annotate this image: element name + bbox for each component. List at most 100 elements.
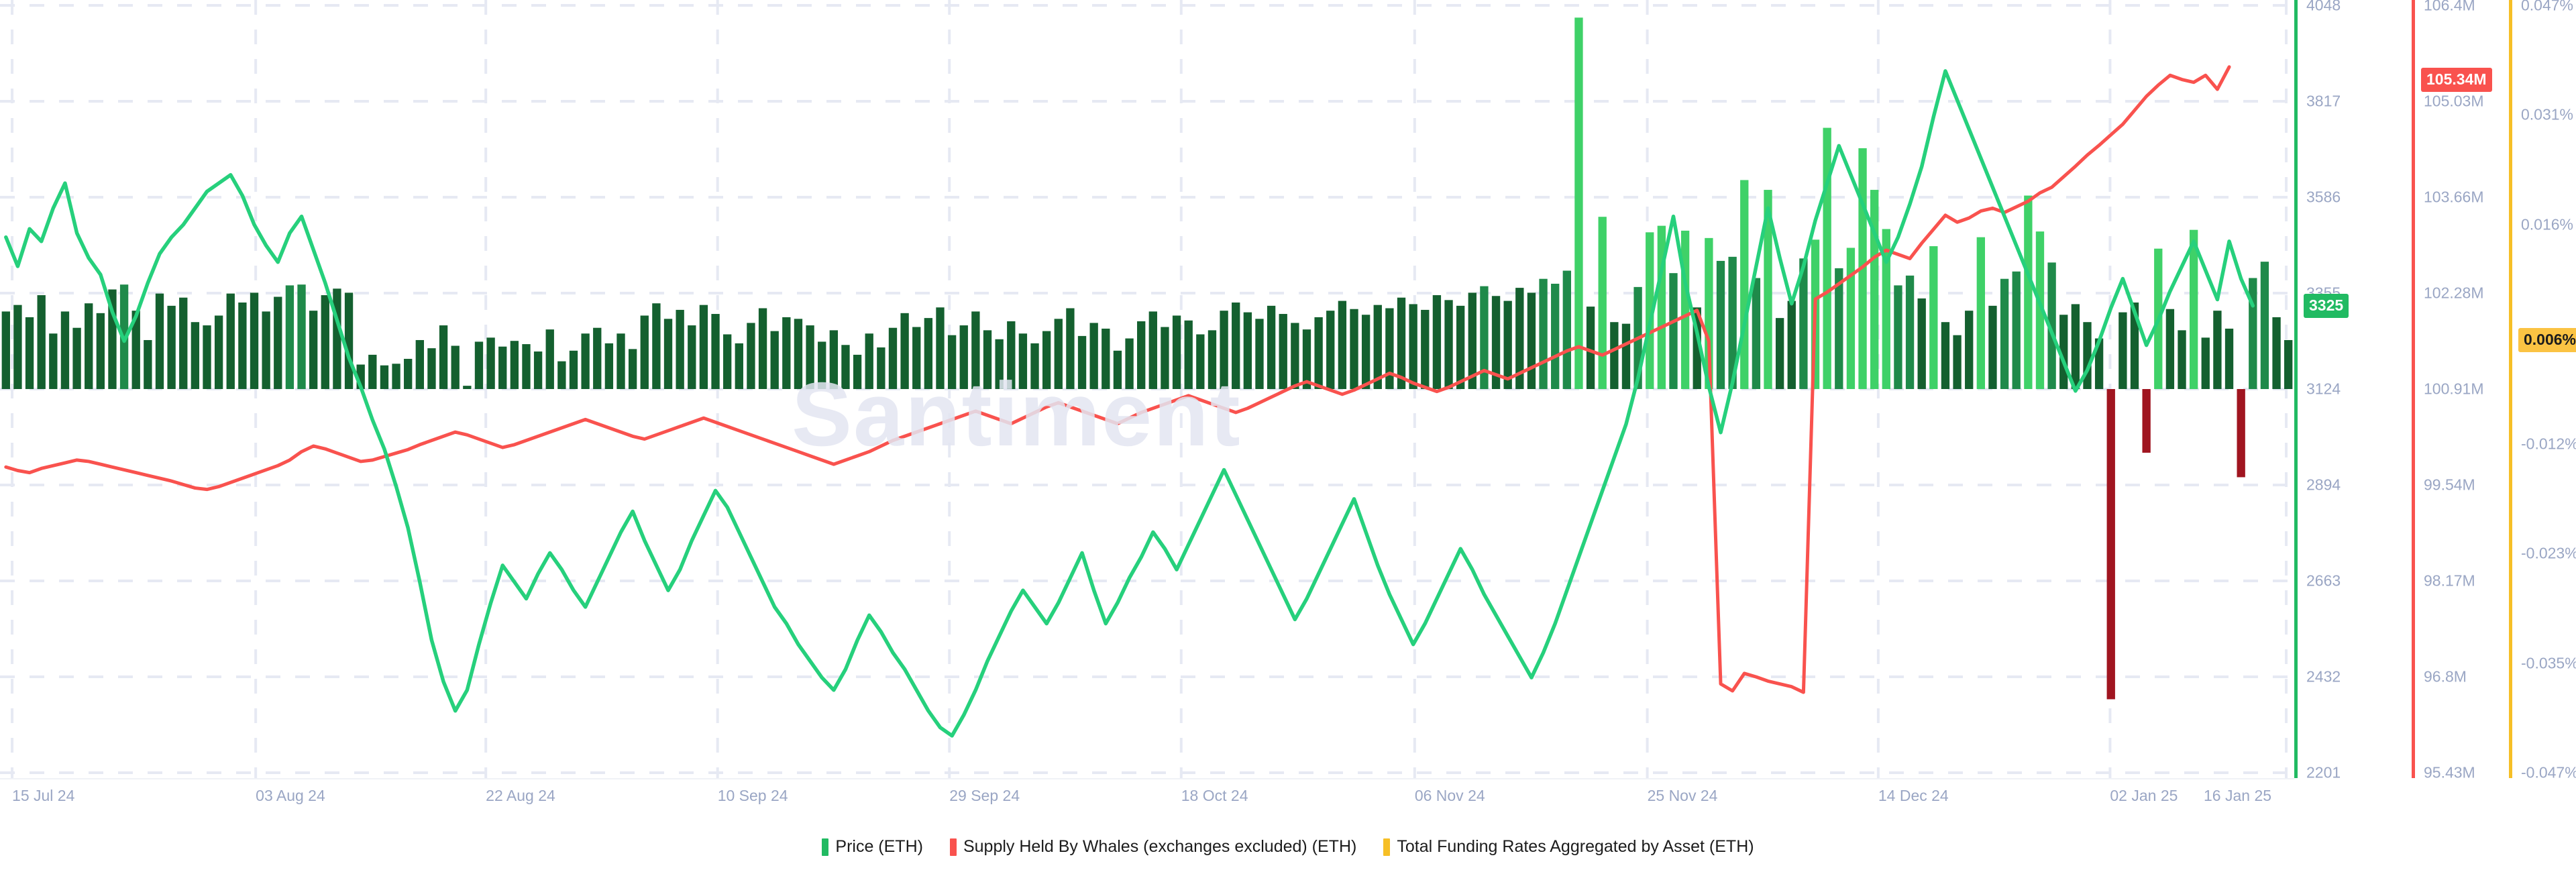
legend-funding[interactable]: Total Funding Rates Aggregated by Asset … bbox=[1383, 837, 1754, 857]
funding-bar[interactable] bbox=[1539, 278, 1548, 389]
legend-price[interactable]: Price (ETH) bbox=[822, 837, 923, 857]
funding-bar[interactable] bbox=[297, 284, 306, 389]
funding-bar[interactable] bbox=[853, 354, 862, 389]
funding-bar[interactable] bbox=[498, 346, 507, 389]
funding-bar[interactable] bbox=[1338, 301, 1347, 389]
funding-bar[interactable] bbox=[2094, 338, 2104, 389]
funding-bar[interactable] bbox=[983, 330, 992, 389]
funding-bar[interactable] bbox=[888, 327, 898, 389]
funding-bar[interactable] bbox=[1728, 256, 1737, 389]
funding-bar[interactable] bbox=[439, 325, 448, 389]
funding-bar[interactable] bbox=[60, 311, 70, 389]
funding-bar[interactable] bbox=[593, 327, 602, 389]
funding-bar[interactable] bbox=[1444, 300, 1453, 389]
funding-bar[interactable] bbox=[829, 330, 838, 389]
funding-bar[interactable] bbox=[85, 303, 93, 389]
funding-bar[interactable] bbox=[971, 311, 980, 389]
funding-bar[interactable] bbox=[238, 303, 247, 389]
funding-bar[interactable] bbox=[486, 337, 495, 389]
funding-bar[interactable] bbox=[1066, 308, 1075, 389]
funding-bar[interactable] bbox=[427, 348, 436, 389]
funding-bar[interactable] bbox=[1480, 286, 1489, 389]
funding-bar[interactable] bbox=[1113, 350, 1122, 389]
funding-bar[interactable] bbox=[936, 307, 945, 389]
funding-bar[interactable] bbox=[2130, 303, 2139, 389]
funding-bar[interactable] bbox=[782, 317, 791, 389]
funding-bar[interactable] bbox=[1894, 285, 1902, 389]
funding-bar[interactable] bbox=[758, 308, 767, 389]
funding-bar[interactable] bbox=[1267, 305, 1276, 389]
funding-bar[interactable] bbox=[1468, 292, 1477, 389]
funding-bar[interactable] bbox=[1007, 321, 1016, 389]
funding-bar[interactable] bbox=[1976, 237, 1985, 389]
funding-bar[interactable] bbox=[640, 315, 649, 389]
funding-bar[interactable] bbox=[72, 327, 81, 389]
funding-bar[interactable] bbox=[2106, 389, 2115, 700]
funding-bar[interactable] bbox=[1421, 309, 1430, 389]
funding-bar[interactable] bbox=[2178, 330, 2186, 389]
funding-bar[interactable] bbox=[2000, 278, 2009, 389]
funding-bar[interactable] bbox=[144, 339, 152, 389]
funding-bar[interactable] bbox=[1764, 190, 1772, 389]
funding-bar[interactable] bbox=[1208, 330, 1217, 389]
funding-bar[interactable] bbox=[344, 292, 354, 389]
funding-bar[interactable] bbox=[155, 293, 164, 389]
funding-bar[interactable] bbox=[1456, 305, 1465, 389]
funding-bar[interactable] bbox=[191, 322, 200, 389]
funding-bar[interactable] bbox=[1255, 319, 1264, 389]
funding-bar[interactable] bbox=[1291, 323, 1299, 389]
funding-bar[interactable] bbox=[2189, 229, 2198, 389]
funding-bar[interactable] bbox=[912, 327, 921, 389]
funding-bar[interactable] bbox=[1551, 284, 1560, 389]
funding-bar[interactable] bbox=[1598, 217, 1607, 389]
funding-bar[interactable] bbox=[1491, 296, 1501, 389]
funding-bar[interactable] bbox=[723, 334, 732, 389]
funding-bar[interactable] bbox=[2213, 311, 2222, 389]
funding-bar[interactable] bbox=[1835, 268, 1843, 389]
funding-bar[interactable] bbox=[1705, 237, 1713, 389]
funding-bar[interactable] bbox=[557, 361, 566, 389]
funding-bar[interactable] bbox=[533, 351, 543, 389]
funding-bar[interactable] bbox=[404, 358, 413, 389]
funding-bar[interactable] bbox=[463, 386, 472, 389]
funding-bar[interactable] bbox=[794, 319, 803, 389]
funding-bar[interactable] bbox=[510, 341, 519, 389]
funding-bar[interactable] bbox=[1350, 309, 1358, 389]
funding-bar[interactable] bbox=[1941, 322, 1950, 389]
funding-bar[interactable] bbox=[699, 305, 708, 389]
funding-bar[interactable] bbox=[616, 333, 625, 389]
funding-bar[interactable] bbox=[1432, 295, 1442, 389]
funding-bar[interactable] bbox=[1787, 301, 1796, 389]
funding-bar[interactable] bbox=[1953, 335, 1962, 389]
funding-bar[interactable] bbox=[959, 325, 968, 389]
funding-bar[interactable] bbox=[167, 305, 176, 389]
funding-bar[interactable] bbox=[2012, 271, 2021, 389]
funding-bar[interactable] bbox=[1302, 329, 1311, 389]
funding-bar[interactable] bbox=[1, 311, 10, 389]
funding-bar[interactable] bbox=[2142, 389, 2151, 453]
funding-bar[interactable] bbox=[663, 319, 673, 389]
funding-bar[interactable] bbox=[628, 349, 637, 389]
funding-bar[interactable] bbox=[1089, 323, 1098, 389]
funding-bar[interactable] bbox=[2260, 262, 2269, 389]
funding-bar[interactable] bbox=[747, 323, 755, 389]
funding-bar[interactable] bbox=[865, 333, 873, 389]
funding-bar[interactable] bbox=[841, 345, 850, 389]
funding-bar[interactable] bbox=[1397, 297, 1406, 389]
funding-bar[interactable] bbox=[392, 364, 400, 389]
funding-bar[interactable] bbox=[1042, 331, 1051, 389]
funding-bar[interactable] bbox=[203, 325, 211, 389]
funding-bar[interactable] bbox=[1527, 292, 1536, 389]
funding-bar[interactable] bbox=[1137, 321, 1146, 389]
funding-bar[interactable] bbox=[1775, 318, 1784, 389]
funding-bar[interactable] bbox=[226, 293, 235, 389]
funding-bar[interactable] bbox=[1823, 127, 1831, 390]
funding-bar[interactable] bbox=[676, 309, 684, 389]
funding-bar[interactable] bbox=[1409, 304, 1417, 389]
funding-bar[interactable] bbox=[770, 331, 779, 389]
funding-bar[interactable] bbox=[1621, 323, 1631, 389]
funding-bar[interactable] bbox=[735, 343, 743, 389]
funding-bar[interactable] bbox=[1172, 315, 1181, 389]
funding-bar[interactable] bbox=[545, 329, 554, 389]
funding-bar[interactable] bbox=[924, 318, 933, 389]
